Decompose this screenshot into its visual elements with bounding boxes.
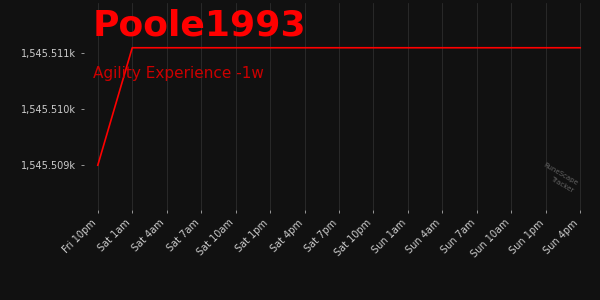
Text: Poole1993: Poole1993 xyxy=(93,9,307,43)
Text: Agility Experience -1w: Agility Experience -1w xyxy=(93,66,264,81)
Text: RuneScape
Tracker: RuneScape Tracker xyxy=(538,161,579,194)
